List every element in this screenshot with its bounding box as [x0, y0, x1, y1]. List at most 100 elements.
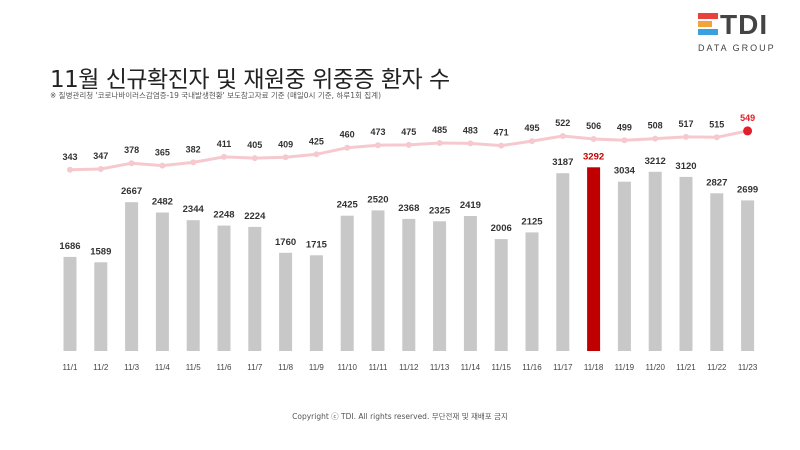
- bar-value-label: 3292: [583, 151, 604, 162]
- line-point-11/17: [559, 133, 566, 139]
- bar-value-label: 1686: [59, 241, 80, 252]
- line-point-11/9: [313, 151, 320, 158]
- bar-value-label: 2419: [460, 200, 481, 211]
- line-value-label: 460: [340, 130, 355, 140]
- bar-value-label: 2125: [521, 216, 543, 227]
- x-tick-label: 11/10: [337, 363, 357, 372]
- logo-bar-blue: [698, 29, 718, 35]
- line-value-label: 495: [524, 123, 539, 133]
- bar-11/2: [94, 262, 108, 351]
- x-tick-label: 11/11: [369, 363, 388, 372]
- bar-11/16: [525, 232, 539, 351]
- bar-value-label: 2667: [121, 186, 142, 197]
- logo-subtext: DATA GROUP: [698, 43, 776, 53]
- line-value-label: 483: [463, 125, 478, 135]
- bar-11/11: [371, 210, 385, 351]
- bar-value-label: 2224: [244, 211, 266, 222]
- line-value-label: 365: [155, 148, 170, 158]
- bar-11/14: [463, 216, 477, 351]
- bar-value-label: 2699: [737, 184, 758, 195]
- logo-text: TDI: [720, 9, 769, 40]
- bar-value-label: 1589: [90, 246, 111, 257]
- line-point-11/12: [405, 141, 412, 148]
- line-point-11/13: [436, 140, 443, 146]
- line-value-label: 499: [617, 122, 632, 132]
- line-point-11/11: [375, 142, 381, 149]
- line-point-11/4: [159, 162, 166, 169]
- bar-11/9: [309, 255, 323, 351]
- x-tick-label: 11/12: [399, 363, 419, 372]
- bar-value-label: 1760: [275, 237, 296, 248]
- bar-11/7: [248, 226, 262, 351]
- x-tick-label: 11/14: [461, 363, 481, 372]
- line-point-11/2: [97, 166, 104, 172]
- bar-value-label: 3187: [552, 157, 573, 168]
- line-point-11/20: [652, 135, 659, 142]
- line-point-11/21: [683, 133, 689, 140]
- logo-bar-orange: [698, 21, 712, 27]
- x-tick-label: 11/4: [155, 363, 171, 372]
- x-tick-label: 11/2: [93, 363, 109, 372]
- line-value-label: 343: [62, 152, 77, 162]
- tdi-logo: TDI DATA GROUP: [690, 10, 790, 56]
- x-tick-label: 11/5: [186, 363, 202, 372]
- x-tick-label: 11/13: [430, 363, 450, 372]
- line-value-label: 506: [586, 121, 601, 131]
- x-tick-label: 11/19: [615, 363, 635, 372]
- bar-value-label: 2482: [152, 197, 173, 208]
- bar-11/12: [402, 218, 416, 351]
- line-point-11/8: [282, 154, 289, 161]
- bar-11/22: [710, 193, 724, 351]
- source-note: ※ 질병관리청 '코로나바이러스감염증-19 국내발생현황' 보도참고자료 기준…: [50, 91, 381, 100]
- line-point-11/6: [221, 153, 227, 160]
- bar-11/13: [433, 221, 447, 351]
- line-point-11/1: [67, 166, 73, 173]
- bar-value-label: 1715: [306, 239, 328, 250]
- x-tick-label: 11/22: [707, 363, 727, 372]
- line-point-11/5: [190, 159, 197, 166]
- line-point-11/19: [621, 137, 628, 144]
- bar-11/15: [494, 239, 508, 351]
- line-point-11/23: [743, 126, 753, 136]
- bar-11/17: [556, 173, 570, 351]
- bar-value-label: 3212: [645, 156, 666, 167]
- x-tick-label: 11/15: [491, 363, 511, 372]
- line-value-label: 515: [709, 119, 724, 129]
- line-point-11/3: [128, 160, 135, 167]
- line-value-label: 382: [186, 144, 201, 154]
- line-value-label: 485: [432, 125, 447, 135]
- line-point-11/22: [713, 134, 720, 141]
- line-point-11/18: [590, 136, 597, 142]
- x-tick-label: 11/7: [247, 363, 263, 372]
- x-tick-label: 11/1: [63, 363, 79, 372]
- line-value-label: 549: [740, 113, 755, 123]
- logo-bar-red: [698, 13, 718, 19]
- bar-11/18: [587, 167, 601, 351]
- line-value-label: 471: [494, 128, 509, 138]
- line-value-label: 405: [247, 140, 262, 150]
- bar-value-label: 2325: [429, 205, 451, 216]
- x-tick-label: 11/8: [278, 363, 294, 372]
- chart-title: 11월 신규확진자 및 재원중 위중증 환자 수: [50, 67, 450, 93]
- line-value-label: 517: [678, 119, 693, 129]
- bar-11/5: [186, 220, 200, 351]
- line-point-11/16: [529, 138, 535, 145]
- line-value-label: 409: [278, 139, 293, 149]
- bar-11/20: [648, 171, 662, 351]
- bar-value-label: 2368: [398, 203, 419, 214]
- bar-value-label: 3034: [614, 166, 636, 177]
- x-tick-label: 11/18: [584, 363, 604, 372]
- bar-11/6: [217, 225, 231, 351]
- line-point-11/14: [467, 140, 474, 147]
- x-tick-label: 11/21: [676, 363, 696, 372]
- x-tick-label: 11/6: [217, 363, 233, 372]
- bar-11/4: [155, 212, 169, 351]
- logo-bars-icon: [698, 13, 718, 39]
- line-point-11/10: [344, 144, 351, 151]
- bar-value-label: 2827: [706, 177, 727, 188]
- copyright-text: Copyright ⓒ TDI. All rights reserved. 무단…: [292, 412, 508, 421]
- bar-value-label: 2006: [491, 223, 512, 234]
- line-value-label: 522: [555, 118, 570, 128]
